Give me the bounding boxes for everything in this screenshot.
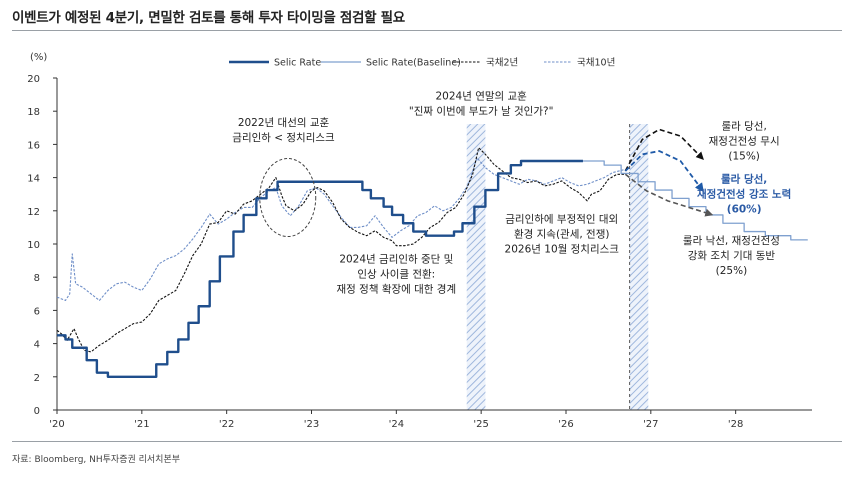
series-line-kr2y: [56, 147, 626, 353]
x-tick-label-2025: '25: [473, 419, 488, 430]
legend-label-2: 국채2년: [486, 58, 518, 69]
scenario-arrow-mid: [624, 150, 704, 193]
y-tick-label-18: 18: [27, 107, 40, 118]
x-tick-label-2022: '22: [219, 419, 234, 430]
y-tick-label-10: 10: [27, 240, 40, 251]
x-tick-label-2026: '26: [558, 419, 573, 430]
annotation-amid-line-0: 룰라 당선,: [721, 173, 767, 186]
annotation-amid-line-1: 재정건전성 강조 노력: [697, 188, 791, 201]
annotation-a2022-line-0: 2022년 대선의 교훈: [238, 116, 330, 129]
annotation-a2024mid-line-1: 인상 사이클 전환:: [357, 268, 435, 280]
y-tick-label-8: 8: [34, 273, 40, 284]
series-line-kr10y: [56, 157, 626, 301]
shaded-period-0: [466, 124, 486, 410]
x-tick-label-2023: '23: [304, 419, 319, 430]
y-tick-label-14: 14: [27, 174, 40, 185]
annotation-adown-line-2: (25%): [716, 265, 748, 277]
annotation-a2026-line-0: 금리인하에 부정적인 대외: [505, 212, 618, 225]
x-tick-label-2027: '27: [643, 419, 658, 430]
y-tick-label-6: 6: [34, 306, 40, 317]
y-tick-label-20: 20: [27, 74, 40, 85]
legend-label-0: Selic Rate: [274, 58, 321, 69]
x-tick-label-2020: '20: [49, 419, 64, 430]
highlight-circle: [259, 158, 317, 238]
annotation-a2024mid-line-2: 재정 정책 확장에 대한 경계: [337, 282, 457, 295]
source-note: 자료: Bloomberg, NH투자증권 리서치본부: [12, 455, 181, 465]
series-line-selic: [57, 159, 583, 378]
y-tick-label-12: 12: [27, 207, 40, 218]
y-tick-label-2: 2: [34, 373, 40, 384]
y-tick-label-4: 4: [34, 340, 40, 351]
series-line-selic-baseline: [582, 160, 808, 241]
legend-label-1: Selic Rate(Baseline): [366, 58, 461, 69]
annotation-a2024mid-line-0: 2024년 금리인하 중단 및: [339, 252, 453, 265]
annotation-amid-line-2: (60%): [727, 204, 762, 216]
y-tick-label-0: 0: [34, 406, 40, 417]
x-tick-label-2028: '28: [728, 419, 743, 430]
annotation-a2022-line-1: 금리인하 < 정치리스크: [232, 131, 335, 144]
page-title: 이벤트가 예정된 4분기, 면밀한 검토를 통해 투자 타이밍을 점검할 필요: [12, 10, 405, 26]
y-tick-label-16: 16: [27, 140, 40, 151]
annotation-a2024top-line-1: "진짜 이번에 부도가 날 것인가?": [409, 106, 554, 118]
footer-divider: [12, 441, 842, 442]
shaded-period-1: [629, 124, 649, 410]
annotation-a2024top-line-0: 2024년 연말의 교훈: [435, 90, 527, 103]
annotation-aup-line-2: (15%): [728, 150, 760, 162]
title-divider: [12, 30, 842, 31]
legend-label-3: 국채10년: [577, 58, 615, 69]
annotation-aup-line-1: 재정건전성 무시: [709, 135, 780, 147]
annotation-adown-line-0: 룰라 낙선, 재정건전성: [683, 235, 780, 247]
annotation-aup-line-0: 룰라 당선,: [721, 120, 766, 132]
annotation-a2026-line-1: 환경 지속(관세, 전쟁): [514, 227, 610, 240]
annotation-adown-line-1: 강화 조치 기대 동반: [688, 250, 776, 262]
scenario-arrow-down: [624, 173, 714, 217]
x-tick-label-2021: '21: [134, 419, 149, 430]
x-tick-label-2024: '24: [389, 419, 404, 430]
y-axis-unit: (%): [30, 52, 47, 63]
annotation-a2026-line-2: 2026년 10월 정치리스크: [505, 243, 620, 255]
